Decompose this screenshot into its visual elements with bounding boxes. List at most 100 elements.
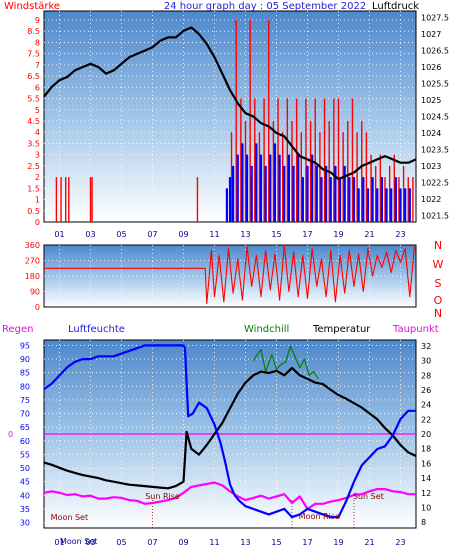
annotation-moon-rise-3: Moon Rise (299, 512, 340, 521)
p1-x-tick-09: 09 (178, 230, 188, 239)
humidity-tick-1: 35 (20, 505, 30, 514)
p3-x-tick-01: 01 (54, 538, 64, 547)
humidity-tick-13: 95 (20, 341, 30, 350)
temperature-tick-12: 32 (421, 342, 431, 351)
humidity-temperature-panel: 30 35 40 45 50 55 60 65 70 75 80 85 90 95 8 10 12 14 16 18 2… (2, 324, 439, 547)
wind-strength-tick-4: 2 (35, 173, 40, 182)
annotation-sun-rise-0: Sun Rise (145, 492, 180, 501)
sun-moon-annotations: Sun Rise Sun Set Moon Set Moon Rise Moon Set (51, 492, 384, 546)
p3-x-tick-19: 19 (333, 538, 343, 547)
p1-x-tick-01: 01 (54, 230, 64, 239)
air-pressure-tick-4: 1023.5 (421, 145, 449, 154)
wind-strength-tick-17: 8.5 (27, 27, 40, 36)
p3-x-tick-09: 09 (178, 538, 188, 547)
wind-strength-tick-9: 4.5 (27, 117, 40, 126)
p1-x-tick-19: 19 (333, 230, 343, 239)
wind-strength-tick-14: 7 (35, 61, 40, 70)
p1-x-tick-05: 05 (116, 230, 126, 239)
p3-x-tick-11: 11 (209, 538, 219, 547)
compass-label-1: W (433, 258, 444, 271)
wind-strength-tick-7: 3.5 (27, 139, 40, 148)
wind-strength-tick-16: 8 (35, 38, 40, 47)
regen-zero-tick: 0 (8, 430, 13, 439)
wind-strength-tick-15: 7.5 (27, 50, 40, 59)
p1-x-tick-13: 13 (240, 230, 250, 239)
p3-x-tick-23: 23 (395, 538, 405, 547)
humidity-tick-2: 40 (20, 491, 30, 500)
temperature-tick-5: 18 (421, 445, 431, 454)
legend-regen: Regen (2, 324, 34, 335)
air-pressure-tick-3: 1023 (421, 162, 441, 171)
wind-strength-tick-5: 2.5 (27, 162, 40, 171)
humidity-tick-12: 90 (20, 355, 30, 364)
humidity-temperature-marks (43, 344, 417, 519)
wind-pressure-title: 24 hour graph day : 05 September 2022 (164, 1, 366, 12)
air-pressure-tick-0: 1021.5 (421, 211, 449, 220)
wind-strength-tick-13: 6.5 (27, 72, 40, 81)
wind-pressure-marks (43, 19, 417, 222)
wind-direction-plot-background (43, 244, 417, 308)
legend-taupunkt: Taupunkt (392, 324, 439, 335)
temperature-tick-10: 28 (421, 371, 431, 380)
air-pressure-label: Luftdruck (372, 1, 419, 12)
humidity-tick-9: 75 (20, 396, 30, 405)
wind-direction-tick-1: 90 (30, 288, 40, 297)
compass-label-2: S (435, 277, 442, 290)
windchill-line (252, 345, 319, 380)
p3-x-tick-07: 07 (147, 538, 157, 547)
legend-windchill: Windchill (244, 324, 289, 335)
p1-x-tick-11: 11 (209, 230, 219, 239)
humidity-line (43, 344, 416, 519)
temperature-tick-4: 16 (421, 459, 431, 468)
p3-x-tick-15: 15 (271, 538, 281, 547)
humidity-tick-8: 70 (20, 410, 30, 419)
air-pressure-tick-7: 1025 (421, 96, 441, 105)
air-pressure-tick-12: 1027.5 (421, 14, 449, 23)
wind-direction-line (44, 244, 415, 305)
annotation-sun-set-1: Sun Set (353, 492, 384, 501)
dew-point-line (43, 481, 416, 510)
wind-direction-marks (44, 244, 415, 305)
temperature-tick-8: 24 (421, 401, 431, 410)
air-pressure-tick-6: 1024.5 (421, 113, 449, 122)
temperature-tick-6: 20 (421, 430, 431, 439)
legend-luftfeuchte: Luftfeuchte (68, 324, 125, 335)
wind-strength-tick-12: 6 (35, 83, 40, 92)
p1-x-tick-23: 23 (395, 230, 405, 239)
humidity-tick-11: 85 (20, 369, 30, 378)
air-pressure-line (43, 26, 417, 181)
air-pressure-tick-1: 1022 (421, 195, 441, 204)
temperature-line (43, 366, 417, 490)
annotation-moon-set-4: Moon Set (60, 537, 97, 546)
wind-strength-tick-3: 1.5 (27, 184, 40, 193)
air-pressure-tick-2: 1022.5 (421, 178, 449, 187)
air-pressure-tick-10: 1026.5 (421, 47, 449, 56)
air-pressure-tick-5: 1024 (421, 129, 441, 138)
wind-strength-tick-10: 5 (35, 106, 40, 115)
temperature-tick-7: 22 (421, 415, 431, 424)
humidity-temperature-ticks: 30 35 40 45 50 55 60 65 70 75 80 85 90 95 8 10 12 14 16 18 2… (8, 341, 431, 547)
wind-strength-label: Windstärke (4, 1, 60, 12)
humidity-tick-4: 50 (20, 464, 30, 473)
p3-x-tick-17: 17 (302, 538, 312, 547)
air-pressure-tick-8: 1025.5 (421, 80, 449, 89)
wind-pressure-panel: 0 0.5 1 1.5 2 2.5 3 3.5 4 4.5 5 5.5 6 6.5 7 7.5 8 8.5 9 102… (4, 1, 449, 239)
p1-x-tick-15: 15 (271, 230, 281, 239)
humidity-tick-6: 60 (20, 437, 30, 446)
p3-x-tick-03: 03 (85, 538, 95, 547)
wind-strength-tick-6: 3 (35, 151, 40, 160)
humidity-temperature-legend: Regen Luftfeuchte Windchill Temperatur T… (2, 324, 439, 335)
temperature-tick-0: 8 (421, 518, 426, 527)
wind-strength-tick-1: 0.5 (27, 207, 40, 216)
p3-x-tick-13: 13 (240, 538, 250, 547)
humidity-tick-7: 65 (20, 423, 30, 432)
humidity-tick-5: 55 (20, 450, 30, 459)
wind-direction-tick-0: 0 (35, 303, 40, 312)
wind-strength-tick-11: 5.5 (27, 95, 40, 104)
wind-strength-tick-0: 0 (35, 218, 40, 227)
compass-label-0: N (434, 239, 442, 252)
wind-direction-tick-3: 270 (25, 257, 40, 266)
